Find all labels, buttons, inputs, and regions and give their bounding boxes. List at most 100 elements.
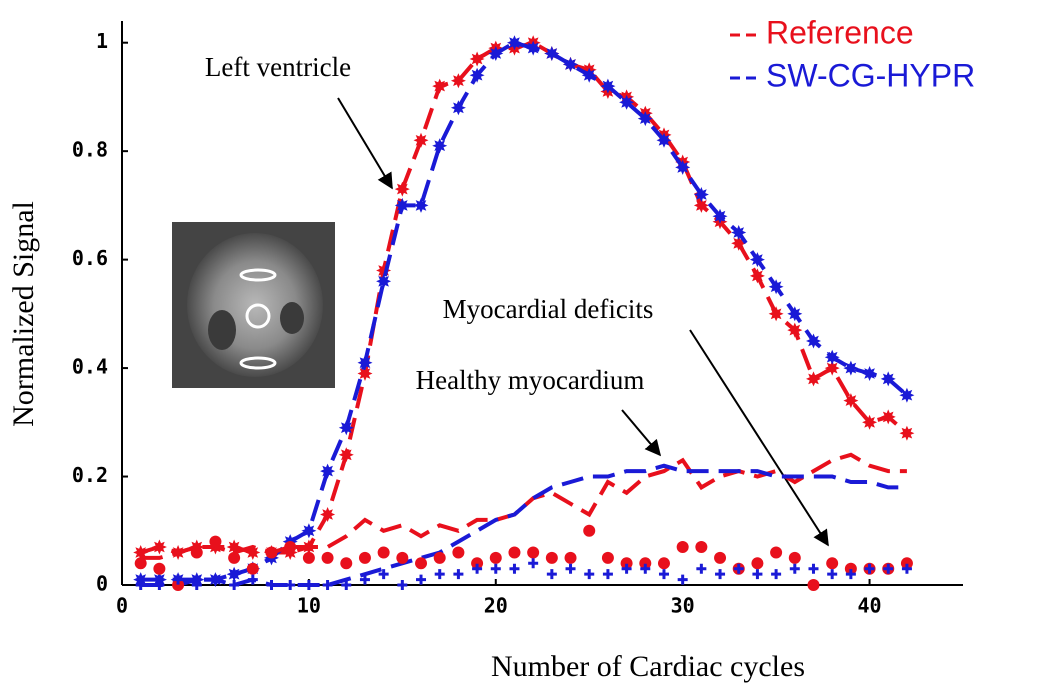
marker	[899, 387, 915, 403]
marker	[844, 562, 857, 575]
marker	[489, 551, 502, 564]
marker	[714, 551, 727, 564]
marker	[472, 563, 483, 574]
marker	[827, 569, 838, 580]
marker	[731, 225, 747, 240]
marker	[450, 73, 466, 89]
marker	[583, 524, 596, 537]
marker	[749, 252, 765, 268]
marker	[787, 322, 803, 338]
marker	[602, 569, 613, 580]
marker	[490, 563, 501, 574]
marker	[415, 557, 428, 570]
annotation: Healthy myocardium	[416, 365, 645, 395]
marker	[359, 574, 370, 585]
marker	[787, 306, 803, 322]
marker	[640, 563, 651, 574]
y-axis-label: Normalized Signal	[7, 201, 40, 427]
marker	[303, 580, 314, 590]
marker	[639, 557, 652, 570]
legend-label: Reference	[766, 14, 914, 50]
marker	[378, 569, 389, 580]
marker	[528, 558, 539, 569]
marker	[508, 546, 521, 559]
marker	[771, 569, 782, 580]
marker	[191, 580, 202, 590]
marker	[376, 273, 392, 289]
marker	[432, 138, 448, 154]
marker	[338, 420, 354, 436]
y-tick-label: 0.6	[72, 246, 108, 270]
marker	[658, 569, 669, 580]
marker	[581, 67, 597, 83]
marker	[469, 51, 485, 67]
marker	[452, 546, 465, 559]
annotation: Myocardial deficits	[443, 294, 654, 324]
marker	[321, 551, 334, 564]
marker	[693, 187, 709, 202]
marker	[322, 580, 333, 590]
marker	[843, 393, 859, 409]
marker	[675, 159, 691, 175]
marker	[749, 268, 765, 284]
x-axis-label: Number of Cardiac cycles	[491, 650, 805, 683]
series	[134, 524, 913, 591]
marker	[210, 574, 221, 585]
marker	[826, 557, 839, 570]
marker	[545, 551, 558, 564]
x-tick-label: 0	[116, 594, 128, 618]
marker	[173, 574, 184, 585]
marker	[416, 574, 427, 585]
marker	[696, 563, 707, 574]
marker	[676, 541, 689, 554]
marker	[394, 181, 410, 197]
marker	[172, 579, 185, 591]
marker	[620, 557, 633, 570]
marker	[752, 569, 763, 580]
y-tick-label: 0.2	[72, 463, 108, 487]
marker	[845, 569, 856, 580]
marker	[564, 551, 577, 564]
marker	[563, 56, 578, 72]
marker	[843, 360, 859, 376]
y-tick-label: 0.4	[72, 355, 108, 379]
marker	[151, 539, 167, 555]
marker	[768, 306, 784, 322]
marker	[880, 371, 896, 387]
marker	[621, 563, 632, 574]
x-tick-label: 20	[484, 594, 508, 618]
marker	[880, 409, 896, 425]
x-tick-label: 30	[671, 594, 695, 618]
marker	[677, 574, 688, 585]
marker	[471, 557, 484, 570]
marker	[883, 563, 894, 574]
marker	[338, 447, 354, 463]
marker	[770, 546, 783, 559]
marker	[488, 46, 504, 61]
legend-label: SW-CG-HYPR	[766, 57, 975, 93]
marker	[247, 574, 258, 585]
marker	[544, 46, 560, 61]
marker	[450, 100, 466, 116]
marker	[226, 566, 242, 582]
marker	[751, 557, 764, 570]
marker	[507, 35, 522, 51]
marker	[899, 425, 915, 441]
marker	[341, 580, 352, 590]
marker	[266, 580, 277, 590]
marker	[320, 463, 336, 479]
marker	[807, 579, 820, 591]
marker	[693, 197, 709, 213]
marker	[154, 580, 165, 590]
marker	[509, 563, 520, 574]
marker	[806, 333, 821, 349]
marker	[432, 78, 448, 94]
marker	[808, 563, 819, 574]
marker	[824, 360, 840, 376]
inset-image	[172, 222, 335, 388]
marker	[357, 366, 373, 381]
marker	[397, 580, 408, 590]
marker	[900, 557, 913, 570]
marker	[413, 197, 429, 213]
